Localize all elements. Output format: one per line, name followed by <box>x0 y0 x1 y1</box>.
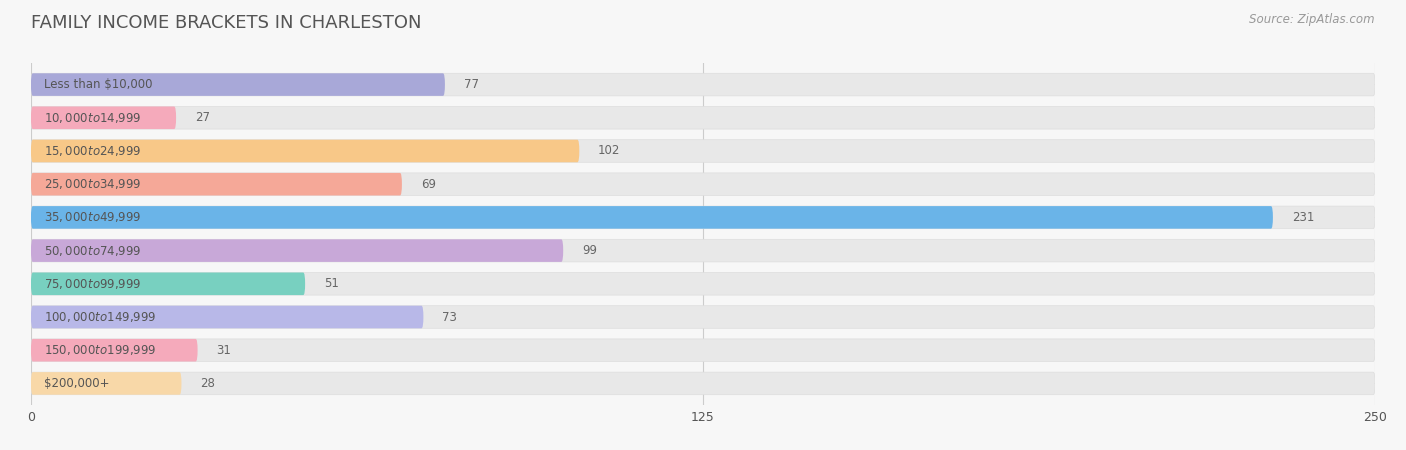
Text: $35,000 to $49,999: $35,000 to $49,999 <box>45 211 142 225</box>
Text: 231: 231 <box>1292 211 1315 224</box>
Text: 31: 31 <box>217 344 232 357</box>
FancyBboxPatch shape <box>31 339 198 361</box>
Text: $150,000 to $199,999: $150,000 to $199,999 <box>45 343 157 357</box>
Text: 102: 102 <box>598 144 620 158</box>
FancyBboxPatch shape <box>31 206 1272 229</box>
FancyBboxPatch shape <box>31 73 444 96</box>
Text: FAMILY INCOME BRACKETS IN CHARLESTON: FAMILY INCOME BRACKETS IN CHARLESTON <box>31 14 422 32</box>
Text: Source: ZipAtlas.com: Source: ZipAtlas.com <box>1250 14 1375 27</box>
Text: 73: 73 <box>443 310 457 324</box>
FancyBboxPatch shape <box>31 107 1375 129</box>
Text: 27: 27 <box>195 111 209 124</box>
Text: $100,000 to $149,999: $100,000 to $149,999 <box>45 310 157 324</box>
FancyBboxPatch shape <box>31 206 1375 229</box>
FancyBboxPatch shape <box>31 306 1375 328</box>
FancyBboxPatch shape <box>31 140 579 162</box>
FancyBboxPatch shape <box>31 239 1375 262</box>
Text: Less than $10,000: Less than $10,000 <box>45 78 153 91</box>
Text: $200,000+: $200,000+ <box>45 377 110 390</box>
FancyBboxPatch shape <box>31 372 181 395</box>
FancyBboxPatch shape <box>31 339 1375 361</box>
Text: $75,000 to $99,999: $75,000 to $99,999 <box>45 277 142 291</box>
FancyBboxPatch shape <box>31 107 176 129</box>
FancyBboxPatch shape <box>31 306 423 328</box>
FancyBboxPatch shape <box>31 173 402 195</box>
FancyBboxPatch shape <box>31 73 1375 96</box>
Text: 28: 28 <box>200 377 215 390</box>
FancyBboxPatch shape <box>31 273 1375 295</box>
FancyBboxPatch shape <box>31 140 1375 162</box>
FancyBboxPatch shape <box>31 173 1375 195</box>
Text: 99: 99 <box>582 244 598 257</box>
Text: 51: 51 <box>323 277 339 290</box>
Text: $25,000 to $34,999: $25,000 to $34,999 <box>45 177 142 191</box>
Text: 77: 77 <box>464 78 479 91</box>
FancyBboxPatch shape <box>31 273 305 295</box>
Text: $50,000 to $74,999: $50,000 to $74,999 <box>45 243 142 257</box>
FancyBboxPatch shape <box>31 239 564 262</box>
Text: 69: 69 <box>420 178 436 191</box>
Text: $15,000 to $24,999: $15,000 to $24,999 <box>45 144 142 158</box>
Text: $10,000 to $14,999: $10,000 to $14,999 <box>45 111 142 125</box>
FancyBboxPatch shape <box>31 372 1375 395</box>
